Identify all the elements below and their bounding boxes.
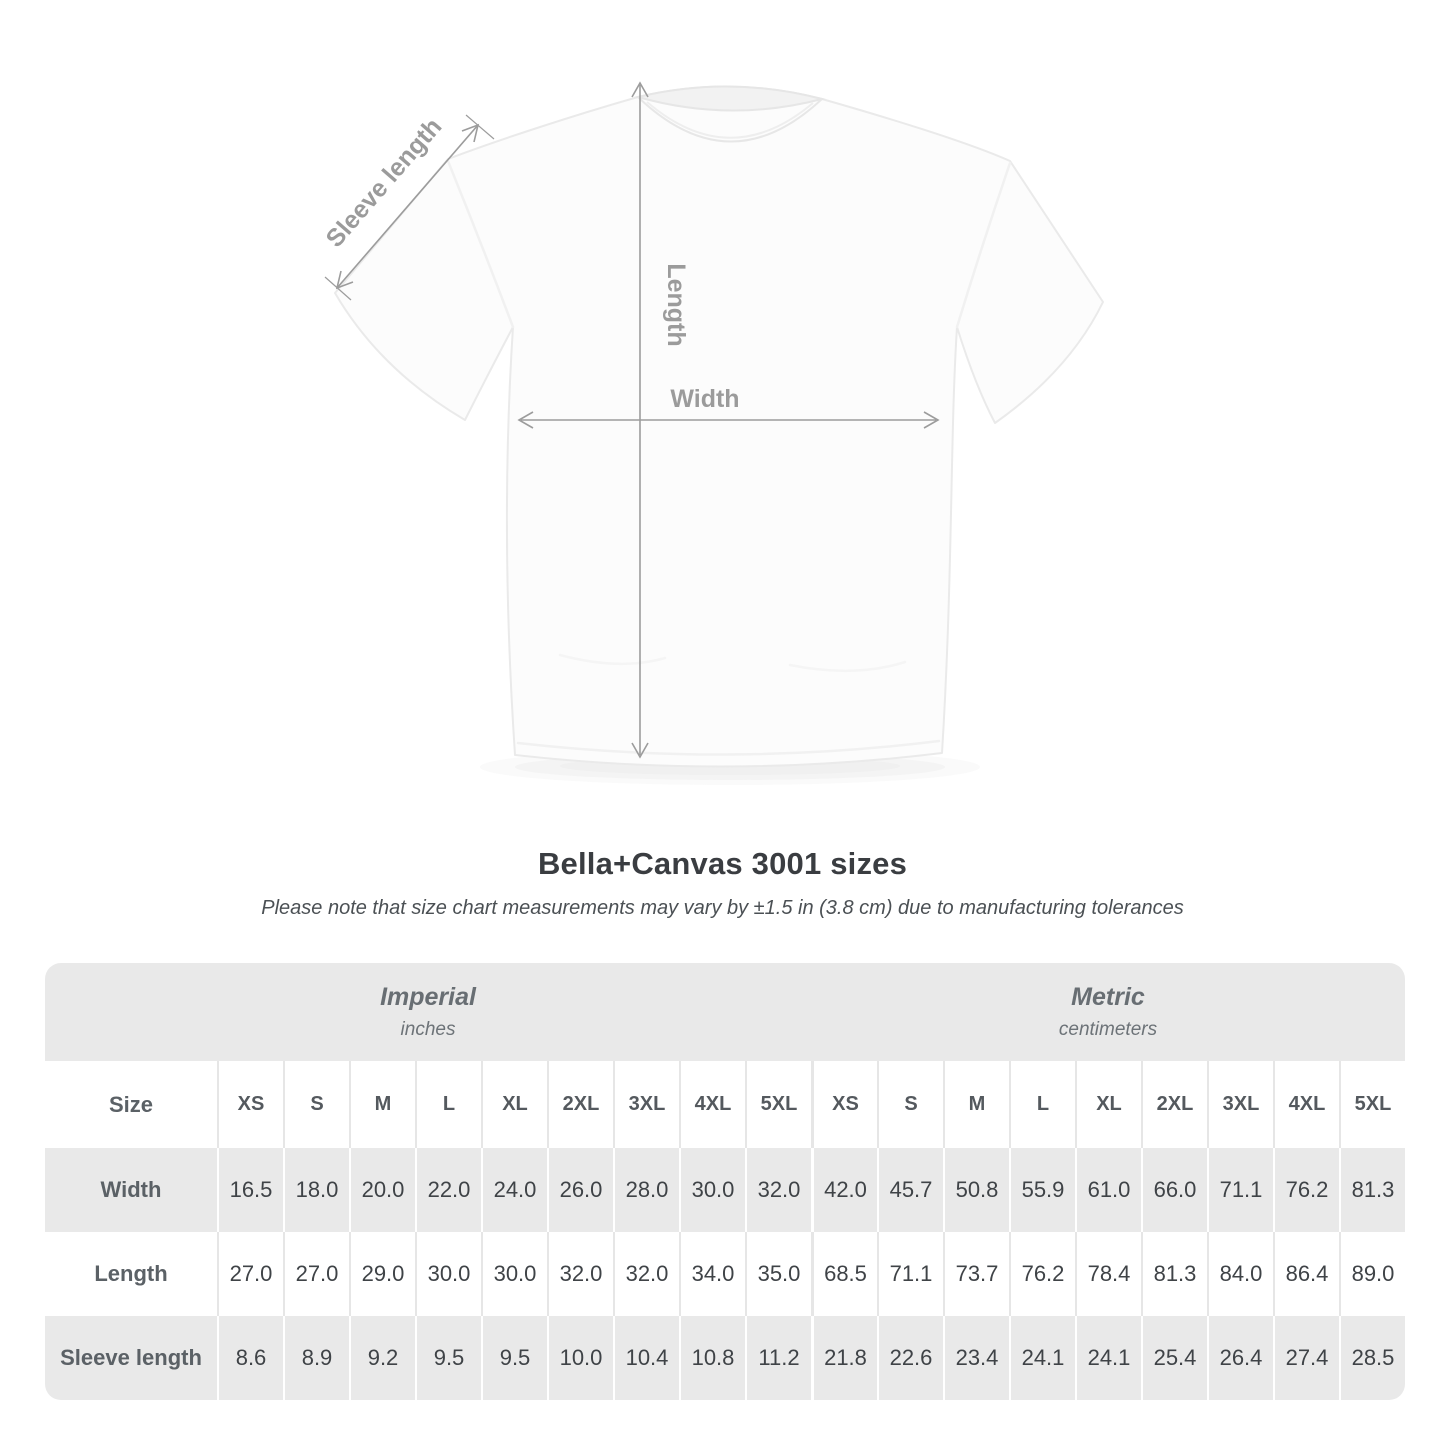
value-cell-imperial: 18.0 [283, 1148, 349, 1232]
value-cell-imperial: 32.0 [745, 1148, 811, 1232]
length-label: Length [662, 263, 690, 346]
value-cell-imperial: 29.0 [349, 1232, 415, 1316]
size-col-header-metric-4xl: 4XL [1273, 1061, 1339, 1148]
metric-section-unit: centimeters [1058, 1019, 1158, 1040]
value-cell-metric: 81.3 [1141, 1232, 1207, 1316]
width-label: Width [670, 385, 739, 413]
shirt-seams [446, 159, 1012, 756]
value-cell-imperial: 32.0 [613, 1232, 679, 1316]
value-cell-imperial: 32.0 [547, 1232, 613, 1316]
size-table: Imperial inches Metric centimeters Size X… [45, 963, 1405, 1400]
size-col-header-imperial-2xl: 2XL [547, 1061, 613, 1148]
value-cell-imperial: 26.0 [547, 1148, 613, 1232]
shirt-collar-ribbing [646, 101, 814, 139]
size-col-header-metric-m: M [943, 1061, 1009, 1148]
value-cell-imperial: 27.0 [283, 1232, 349, 1316]
value-cell-imperial: 34.0 [679, 1232, 745, 1316]
value-cell-metric: 71.1 [1207, 1148, 1273, 1232]
value-cell-metric: 86.4 [1273, 1232, 1339, 1316]
value-cell-imperial: 11.2 [745, 1316, 811, 1400]
value-cell-metric: 25.4 [1141, 1316, 1207, 1400]
size-header-cell: Size [45, 1061, 217, 1148]
value-cell-metric: 55.9 [1009, 1148, 1075, 1232]
value-cell-imperial: 10.0 [547, 1316, 613, 1400]
value-cell-metric: 26.4 [1207, 1316, 1273, 1400]
size-col-header-metric-s: S [877, 1061, 943, 1148]
value-cell-metric: 22.6 [877, 1316, 943, 1400]
value-cell-metric: 73.7 [943, 1232, 1009, 1316]
value-cell-imperial: 30.0 [415, 1232, 481, 1316]
table-header-band: Imperial inches Metric centimeters [45, 963, 1405, 1061]
value-cell-metric: 76.2 [1273, 1148, 1339, 1232]
size-col-header-metric-2xl: 2XL [1141, 1061, 1207, 1148]
size-col-header-imperial-xs: XS [217, 1061, 283, 1148]
value-cell-metric: 81.3 [1339, 1148, 1405, 1232]
value-cell-metric: 76.2 [1009, 1232, 1075, 1316]
metric-section-title: Metric [1071, 983, 1145, 1011]
tolerance-note: Please note that size chart measurements… [261, 897, 1184, 919]
value-cell-imperial: 30.0 [481, 1232, 547, 1316]
value-cell-metric: 45.7 [877, 1148, 943, 1232]
value-cell-metric: 24.1 [1075, 1316, 1141, 1400]
page-title: Bella+Canvas 3001 sizes [537, 846, 908, 881]
value-cell-imperial: 22.0 [415, 1148, 481, 1232]
size-col-header-imperial-s: S [283, 1061, 349, 1148]
width-arrow [517, 411, 940, 429]
value-cell-imperial: 9.2 [349, 1316, 415, 1400]
value-cell-metric: 78.4 [1075, 1232, 1141, 1316]
size-col-header-imperial-4xl: 4XL [679, 1061, 745, 1148]
row-label: Width [45, 1148, 217, 1232]
value-cell-imperial: 27.0 [217, 1232, 283, 1316]
imperial-section-title: Imperial [380, 983, 476, 1011]
imperial-section-unit: inches [400, 1019, 456, 1040]
value-cell-imperial: 16.5 [217, 1148, 283, 1232]
value-cell-imperial: 20.0 [349, 1148, 415, 1232]
row-label: Sleeve length [45, 1316, 217, 1400]
value-cell-imperial: 28.0 [613, 1148, 679, 1232]
value-cell-imperial: 10.8 [679, 1316, 745, 1400]
size-col-header-metric-xl: XL [1075, 1061, 1141, 1148]
value-cell-metric: 42.0 [811, 1148, 877, 1232]
size-col-header-imperial-3xl: 3XL [613, 1061, 679, 1148]
dimension-arrows [324, 81, 940, 759]
value-cell-metric: 21.8 [811, 1316, 877, 1400]
size-col-header-imperial-m: M [349, 1061, 415, 1148]
value-cell-metric: 68.5 [811, 1232, 877, 1316]
value-cell-metric: 84.0 [1207, 1232, 1273, 1316]
size-col-header-metric-l: L [1009, 1061, 1075, 1148]
row-label: Length [45, 1232, 217, 1316]
value-cell-metric: 23.4 [943, 1316, 1009, 1400]
value-cell-imperial: 30.0 [679, 1148, 745, 1232]
size-col-header-imperial-5xl: 5XL [745, 1061, 811, 1148]
value-cell-metric: 66.0 [1141, 1148, 1207, 1232]
shirt-diagram: Sleeve length Length Width [321, 81, 1104, 785]
value-cell-imperial: 9.5 [415, 1316, 481, 1400]
size-col-header-imperial-l: L [415, 1061, 481, 1148]
metric-section-header: Metric centimeters [811, 963, 1405, 1061]
value-cell-metric: 27.4 [1273, 1316, 1339, 1400]
value-cell-imperial: 24.0 [481, 1148, 547, 1232]
shirt-collar-front [637, 96, 823, 143]
shirt-body [334, 85, 1104, 768]
value-cell-imperial: 8.6 [217, 1316, 283, 1400]
value-cell-imperial: 8.9 [283, 1316, 349, 1400]
value-cell-metric: 28.5 [1339, 1316, 1405, 1400]
value-cell-imperial: 35.0 [745, 1232, 811, 1316]
imperial-section-header: Imperial inches [45, 963, 811, 1061]
size-grid: Size XS S M L XL 2XL 3XL 4XL 5XL XS S M L XL 2XL 3XL 4XL 5… [45, 1061, 1405, 1400]
value-cell-metric: 50.8 [943, 1148, 1009, 1232]
sleeve-length-arrow [324, 114, 495, 301]
value-cell-metric: 61.0 [1075, 1148, 1141, 1232]
value-cell-metric: 89.0 [1339, 1232, 1405, 1316]
size-col-header-imperial-xl: XL [481, 1061, 547, 1148]
size-col-header-metric-xs: XS [811, 1061, 877, 1148]
size-col-header-metric-5xl: 5XL [1339, 1061, 1405, 1148]
size-col-header-metric-3xl: 3XL [1207, 1061, 1273, 1148]
value-cell-imperial: 9.5 [481, 1316, 547, 1400]
value-cell-metric: 71.1 [877, 1232, 943, 1316]
value-cell-metric: 24.1 [1009, 1316, 1075, 1400]
value-cell-imperial: 10.4 [613, 1316, 679, 1400]
